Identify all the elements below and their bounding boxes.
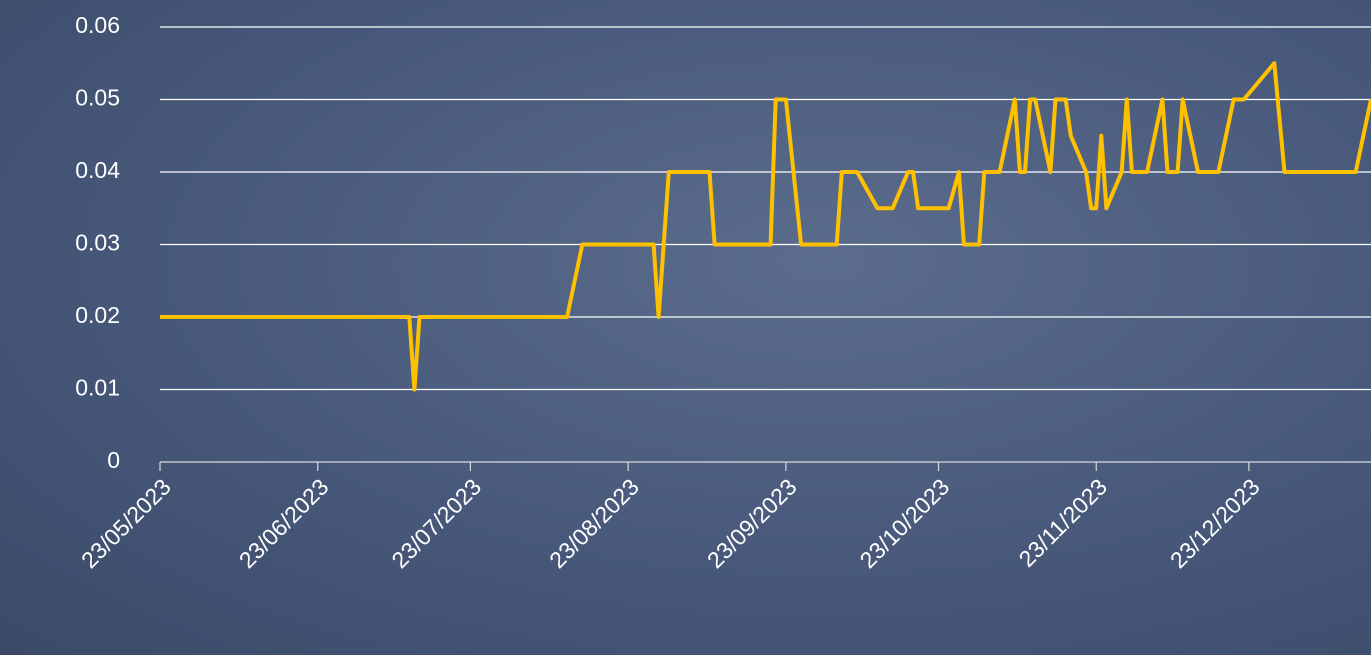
x-tick-label: 23/09/2023 — [702, 473, 802, 573]
x-tick-label: 23/11/2023 — [1013, 473, 1112, 572]
x-tick-label: 23/12/2023 — [1165, 473, 1265, 573]
x-tick-label: 23/07/2023 — [386, 473, 486, 573]
y-tick-label: 0.02 — [75, 302, 120, 328]
y-tick-label: 0.06 — [75, 12, 120, 38]
y-tick-label: 0.03 — [75, 230, 120, 256]
x-tick-label: 23/05/2023 — [76, 473, 176, 573]
x-tick-label: 23/06/2023 — [234, 473, 334, 573]
x-tick-label: 23/08/2023 — [544, 473, 644, 573]
y-tick-label: 0.04 — [75, 157, 120, 183]
x-tick-label: 23/10/2023 — [855, 473, 955, 573]
y-tick-label: 0.05 — [75, 85, 120, 111]
chart: 0 0.01 0.02 0.03 0.04 0.05 0.06 23/05/2023 23/06… — [0, 0, 1371, 655]
y-tick-label: 0 — [107, 447, 120, 473]
y-tick-label: 0.01 — [75, 375, 120, 401]
line-series — [160, 63, 1371, 389]
